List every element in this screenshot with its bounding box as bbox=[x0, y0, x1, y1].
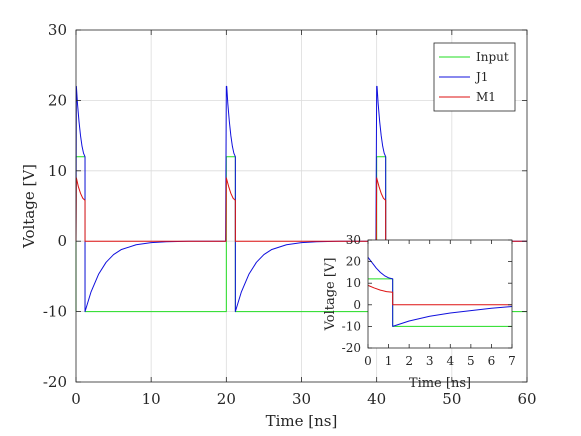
main-y-tick-label: -10 bbox=[43, 303, 67, 321]
legend-label-input: Input bbox=[476, 50, 509, 64]
main-y-tick-label: 0 bbox=[57, 232, 67, 250]
main-y-tick-label: 10 bbox=[48, 162, 67, 180]
main-x-tick-label: 60 bbox=[517, 390, 536, 408]
inset-y-axis-label: Voltage [V] bbox=[323, 258, 338, 332]
inset-plot-frame bbox=[367, 239, 513, 349]
main-y-tick-label: 20 bbox=[48, 91, 67, 109]
main-x-tick-label: 10 bbox=[142, 390, 161, 408]
inset-y-tick-label: 0 bbox=[353, 298, 361, 312]
legend-label-m1: M1 bbox=[476, 90, 496, 104]
main-x-tick-label: 30 bbox=[292, 390, 311, 408]
inset-y-tick-label: 20 bbox=[346, 255, 361, 269]
main-x-axis-label: Time [ns] bbox=[266, 412, 338, 430]
main-y-tick-label: -20 bbox=[43, 373, 67, 391]
inset-series-group bbox=[367, 256, 513, 327]
inset-x-tick-label: 2 bbox=[405, 354, 413, 368]
main-series-m1 bbox=[75, 177, 527, 242]
inset-plot-area bbox=[368, 240, 512, 348]
inset-x-tick-label: 0 bbox=[364, 354, 372, 368]
main-x-tick-label: 50 bbox=[442, 390, 461, 408]
legend-label-j1: J1 bbox=[474, 70, 488, 84]
inset-x-tick-label: 1 bbox=[385, 354, 393, 368]
main-x-tick-label: 20 bbox=[217, 390, 236, 408]
main-y-axis-label: Voltage [V] bbox=[20, 164, 38, 249]
inset-y-tick-label: -20 bbox=[342, 341, 361, 355]
inset-y-tick-label: -10 bbox=[342, 319, 361, 333]
main-y-tick-label: 30 bbox=[48, 21, 67, 39]
inset-series-m1 bbox=[367, 284, 512, 306]
inset-x-tick-label: 6 bbox=[488, 354, 496, 368]
inset-y-tick-label: 30 bbox=[346, 233, 361, 247]
main-x-tick-label: 0 bbox=[71, 390, 81, 408]
inset-x-tick-label: 4 bbox=[446, 354, 454, 368]
legend: Input J1 M1 bbox=[433, 42, 516, 112]
inset-x-tick-label: 3 bbox=[426, 354, 434, 368]
main-x-tick-label: 40 bbox=[367, 390, 386, 408]
inset-x-axis-label: Time [ns] bbox=[409, 376, 471, 391]
inset-y-tick-label: 10 bbox=[346, 276, 361, 290]
legend-items: Input J1 M1 bbox=[439, 50, 509, 104]
inset-x-tick-label: 5 bbox=[467, 354, 475, 368]
inset-x-tick-label: 7 bbox=[508, 354, 516, 368]
